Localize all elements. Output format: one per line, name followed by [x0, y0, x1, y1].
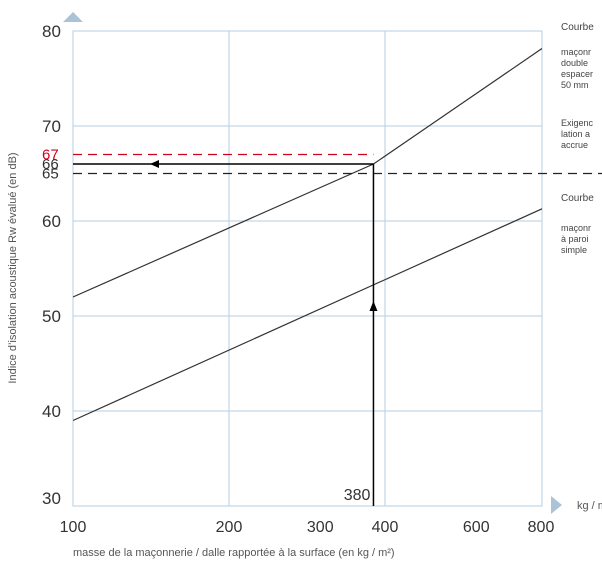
x-tick-label: 600: [463, 519, 490, 536]
y-tick-label: 60: [42, 212, 61, 231]
plot-frame: [72, 30, 543, 507]
side-annotations: Courbe maçonr double espacer 50 mm Exige…: [555, 0, 602, 564]
series-group: [73, 47, 542, 422]
y-tick-label: 70: [42, 117, 61, 136]
x-tick-label: 100: [60, 519, 87, 536]
curve-top-line: espacer: [561, 69, 594, 79]
y-tick-label: 50: [42, 307, 61, 326]
x-unit-label: kg / m: [577, 500, 602, 512]
curve-top-line: double: [561, 58, 589, 68]
reference-lines: [73, 153, 602, 175]
x-tick-labels: 100 200 300 400 600 800 380: [60, 487, 555, 536]
y-mark-label: 67: [42, 147, 59, 164]
curve-bottom-line: maçonr: [561, 223, 592, 233]
arrow-left-icon: [150, 160, 159, 168]
arrow-up-icon: [369, 301, 378, 311]
curve-line-2: [73, 208, 542, 422]
requirement-line: accrue: [561, 140, 589, 150]
y-axis-arrow-icon: [63, 12, 83, 22]
x-tick-label: 200: [216, 519, 243, 536]
grid: [72, 30, 543, 507]
x-axis-label: masse de la maçonnerie / dalle rapportée…: [73, 547, 395, 559]
requirement-line: lation a: [561, 129, 591, 139]
reading-path: [73, 160, 378, 506]
curve-top-heading: Courbe: [561, 22, 594, 33]
y-tick-label: 30: [42, 489, 61, 508]
y-axis-label: Indice d’isolation acoustique Rw évalué …: [7, 152, 19, 383]
x-tick-label: 300: [307, 519, 334, 536]
x-tick-label: 400: [372, 519, 399, 536]
y-mark-label: 66: [42, 156, 59, 173]
x-tick-label: 800: [528, 519, 555, 536]
y-tick-label: 40: [42, 402, 61, 421]
x-axis-arrow-icon: [551, 496, 562, 514]
curve-bottom-line: simple: [561, 245, 588, 255]
y-mark-label: 65: [42, 166, 59, 183]
requirement-line: Exigenc: [561, 118, 594, 128]
curve-top-line: maçonr: [561, 47, 592, 57]
curve-top-line: 50 mm: [561, 80, 589, 90]
x-marker-label: 380: [344, 487, 371, 504]
curve-bottom-heading: Courbe: [561, 193, 594, 204]
curve-bottom-line: à paroi: [561, 234, 589, 244]
y-tick-label: 80: [42, 22, 61, 41]
